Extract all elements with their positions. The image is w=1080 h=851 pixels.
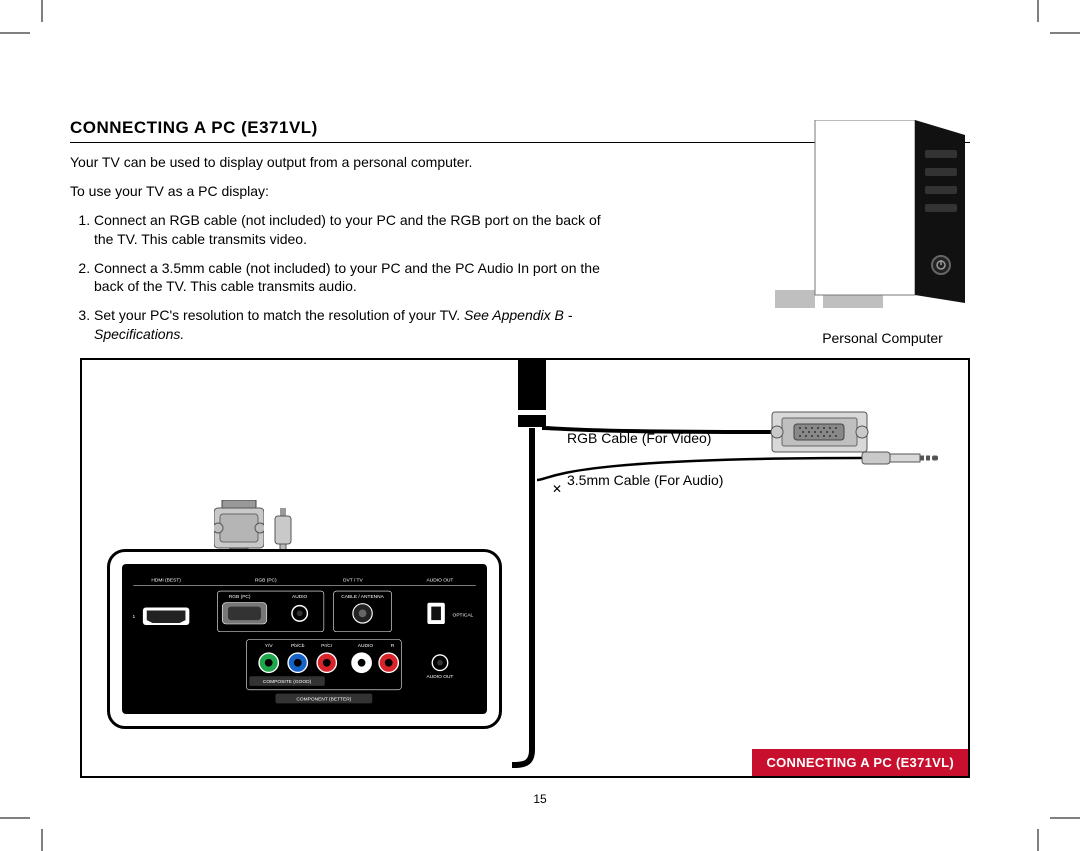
label-optical: OPTICAL xyxy=(453,612,474,618)
label-yv: Y/V xyxy=(265,643,274,649)
step-2: Connect a 3.5mm cable (not included) to … xyxy=(94,259,615,297)
body-text: Your TV can be used to display output fr… xyxy=(70,153,615,344)
label-audio-l: AUDIO xyxy=(358,643,374,649)
audio-cable-label: 3.5mm Cable (For Audio) xyxy=(567,472,723,488)
label-audio-out: AUDIO OUT xyxy=(427,674,454,680)
label-pr: Pr/Cr xyxy=(321,643,333,649)
step-3: Set your PC's resolution to match the re… xyxy=(94,306,615,344)
connection-diagram: ✕ RGB Cable (For Video xyxy=(80,358,970,778)
intro-1: Your TV can be used to display output fr… xyxy=(70,153,615,172)
tv-ports-icon: HDMI (BEST) RGB (PC) DVT / TV AUDIO OUT … xyxy=(122,564,487,714)
pc-tower-icon xyxy=(775,120,990,315)
intro-2: To use your TV as a PC display: xyxy=(70,182,615,201)
label-cable-ant: CABLE / ANTENNA xyxy=(341,594,384,600)
label-r: R xyxy=(391,643,395,649)
label-composite: COMPOSITE (GOOD) xyxy=(263,679,312,685)
label-dvt: DVT / TV xyxy=(343,577,363,583)
page-number: 15 xyxy=(533,792,546,806)
svg-text:✕: ✕ xyxy=(552,482,562,496)
label-component: COMPONENT (BETTER) xyxy=(296,696,351,702)
red-section-tag: CONNECTING A PC (E371VL) xyxy=(752,749,968,776)
pc-illustration: Personal Computer xyxy=(775,120,990,346)
label-audio-out-top: AUDIO OUT xyxy=(427,577,454,583)
label-rgbpc: RGB (PC) xyxy=(229,594,251,600)
steps-list: Connect an RGB cable (not included) to y… xyxy=(70,211,615,344)
label-audio: AUDIO xyxy=(292,594,308,600)
label-hdmi: HDMI (BEST) xyxy=(151,577,181,583)
svg-text:1: 1 xyxy=(132,614,135,620)
step-3-text: Set your PC's resolution to match the re… xyxy=(94,307,460,323)
step-1: Connect an RGB cable (not included) to y… xyxy=(94,211,615,249)
label-pb: Pb/Cb xyxy=(291,643,305,649)
pc-caption: Personal Computer xyxy=(775,330,990,346)
tv-back-panel: HDMI (BEST) RGB (PC) DVT / TV AUDIO OUT … xyxy=(107,549,502,729)
rgb-cable-label: RGB Cable (For Video) xyxy=(567,430,711,446)
label-rgbpc-top: RGB (PC) xyxy=(255,577,277,583)
